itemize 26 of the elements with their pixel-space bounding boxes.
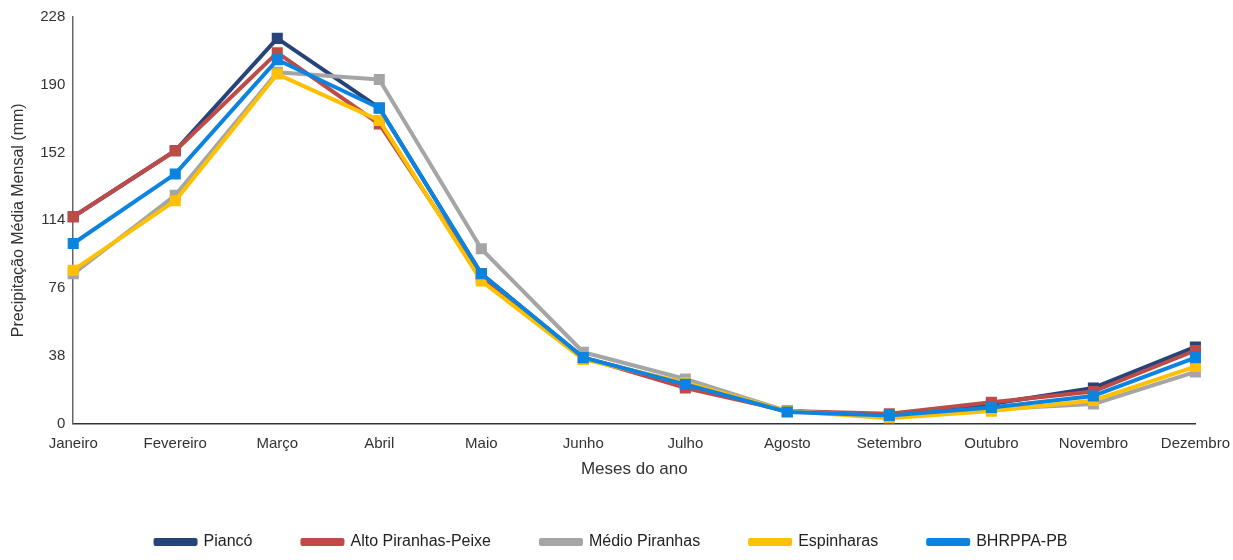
x-tick-label: Setembro: [856, 433, 922, 451]
x-tick-label: Outubro: [964, 433, 1019, 451]
x-tick-label: Julho: [667, 433, 704, 451]
y-tick-label: 114: [41, 210, 66, 228]
y-tick-label: 228: [40, 7, 66, 25]
y-tick-label: 152: [40, 142, 66, 160]
legend-label: Médio Piranhas: [588, 532, 701, 550]
x-tick-label: Janeiro: [48, 433, 98, 451]
legend-label: Alto Piranhas-Peixe: [350, 532, 492, 550]
y-tick-label: 38: [48, 345, 66, 363]
x-tick-label: Abril: [364, 433, 395, 451]
y-tick-label: 190: [40, 74, 66, 92]
x-tick-label: Dezembro: [1160, 433, 1231, 451]
x-tick-label: Março: [256, 433, 299, 451]
x-tick-label: Fevereiro: [143, 433, 207, 451]
y-tick-label: 0: [56, 413, 66, 431]
x-tick-label: Novembro: [1058, 433, 1128, 451]
x-axis-title: Meses do ano: [580, 459, 688, 479]
legend-label: BHRPPA-PB: [976, 532, 1068, 550]
legend-label: Piancó: [203, 532, 253, 550]
y-axis-title: Precipitação Média Mensal (mm): [9, 103, 27, 338]
y-tick-label: 76: [48, 278, 66, 296]
legend-label: Espinharas: [798, 532, 879, 550]
x-tick-label: Junho: [562, 433, 604, 451]
x-tick-label: Agosto: [763, 433, 811, 451]
x-tick-label: Maio: [465, 433, 498, 451]
